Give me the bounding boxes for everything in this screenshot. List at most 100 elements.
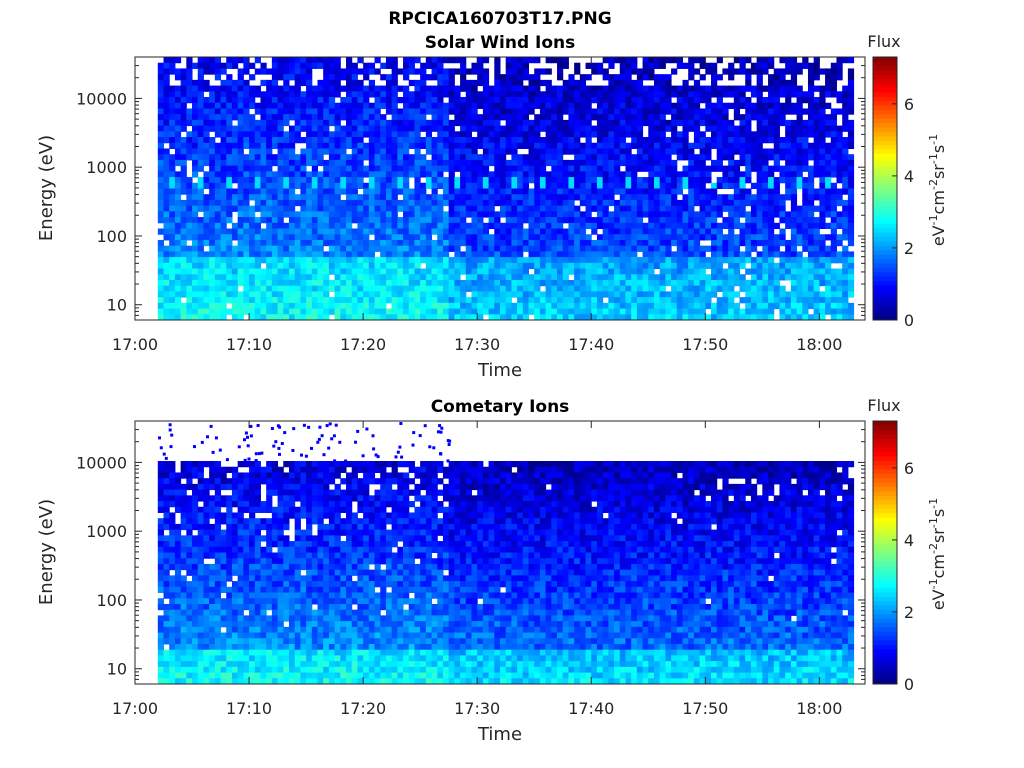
heatmap-cell (790, 57, 798, 64)
heatmap-cell (562, 217, 569, 224)
heatmap-cell (482, 119, 490, 127)
heatmap-cell (237, 91, 244, 98)
heatmap-cell (357, 79, 364, 87)
heatmap-cell (186, 188, 193, 195)
heatmap-cell (796, 234, 803, 241)
heatmap-cell (397, 234, 404, 241)
heatmap-cell (157, 91, 165, 98)
heatmap-cell (340, 148, 347, 155)
heatmap-cell (807, 268, 815, 275)
heatmap-cell (174, 245, 182, 252)
heatmap-cell (448, 125, 455, 132)
heatmap-cell (482, 234, 490, 241)
heatmap-cell (231, 274, 239, 281)
heatmap-cell (768, 279, 775, 287)
heatmap-cell (494, 142, 501, 149)
heatmap-cell (511, 57, 518, 64)
heatmap-cell (631, 234, 638, 241)
heatmap-cell (471, 297, 478, 304)
heatmap-cell (819, 85, 826, 92)
heatmap-cell (728, 279, 735, 287)
heatmap-cell (699, 62, 706, 69)
heatmap-cell (688, 182, 695, 189)
heatmap-cell (574, 154, 581, 161)
heatmap-cell (676, 119, 683, 127)
heatmap-cell (237, 291, 244, 298)
heatmap-cell (300, 102, 307, 109)
heatmap-cell (591, 159, 598, 167)
heatmap-cell (688, 62, 695, 69)
heatmap-cell (465, 142, 472, 149)
heatmap-cell (437, 177, 444, 184)
heatmap-cell (739, 205, 746, 212)
heatmap-cell (328, 268, 336, 275)
heatmap-cell (374, 285, 381, 292)
heatmap-cell (266, 239, 273, 247)
heatmap-cell (807, 262, 815, 270)
heatmap-cell (442, 285, 450, 292)
heatmap-cell (494, 302, 501, 310)
heatmap-cell (288, 245, 296, 252)
heatmap-cell (317, 297, 324, 304)
heatmap-cell (693, 279, 701, 287)
heatmap-cell (431, 194, 438, 201)
heatmap-cell (705, 228, 712, 235)
heatmap-cell (180, 154, 187, 161)
heatmap-cell (579, 217, 587, 224)
heatmap-cell (551, 234, 558, 241)
heatmap-cell (693, 91, 701, 98)
heatmap-cell (300, 159, 307, 167)
heatmap-cell (192, 154, 199, 161)
heatmap-cell (653, 228, 661, 235)
heatmap-cell (585, 108, 592, 115)
heatmap-cell (768, 222, 775, 230)
heatmap-cell (693, 257, 701, 264)
heatmap-cell (448, 279, 455, 287)
heatmap-cell (539, 199, 547, 207)
heatmap-cell (403, 268, 410, 275)
heatmap-cell (813, 108, 820, 115)
heatmap-cell (500, 279, 507, 287)
heatmap-cell (448, 74, 455, 81)
heatmap-cell (762, 199, 769, 207)
heatmap-cell (380, 205, 387, 212)
heatmap-cell (317, 188, 324, 195)
heatmap-cell (157, 257, 165, 264)
heatmap-cell (614, 239, 621, 247)
heatmap-cell (465, 279, 472, 287)
heatmap-cell (174, 222, 182, 230)
heatmap-cell (682, 85, 689, 92)
heatmap-cell (819, 268, 826, 275)
heatmap-cell (648, 159, 655, 167)
heatmap-cell (671, 182, 678, 189)
heatmap-cell (420, 154, 427, 161)
heatmap-cell (813, 148, 820, 155)
heatmap-cell (494, 188, 501, 195)
heatmap-cell (231, 199, 239, 207)
heatmap-cell (494, 268, 501, 275)
heatmap-cell (214, 102, 222, 109)
heatmap-cell (283, 194, 290, 201)
heatmap-cell (539, 194, 547, 201)
heatmap-cell (323, 108, 330, 115)
heatmap-cell (557, 291, 564, 298)
heatmap-cell (249, 268, 256, 275)
heatmap-cell (745, 199, 752, 207)
heatmap-cell (619, 148, 626, 155)
heatmap-cell (169, 114, 176, 121)
heatmap-cell (311, 279, 318, 287)
heatmap-cell (511, 239, 518, 247)
heatmap-cell (243, 268, 250, 275)
heatmap-cell (619, 217, 626, 224)
heatmap-cell (539, 239, 547, 247)
heatmap-cell (243, 91, 250, 98)
heatmap-cell (756, 228, 763, 235)
heatmap-cell (682, 79, 689, 87)
heatmap-cell (197, 228, 204, 235)
heatmap-cell (517, 125, 524, 132)
heatmap-cell (745, 142, 752, 149)
heatmap-cell (300, 302, 307, 310)
heatmap-cell (226, 108, 233, 115)
heatmap-cell (288, 142, 296, 149)
heatmap-cell (699, 262, 706, 270)
